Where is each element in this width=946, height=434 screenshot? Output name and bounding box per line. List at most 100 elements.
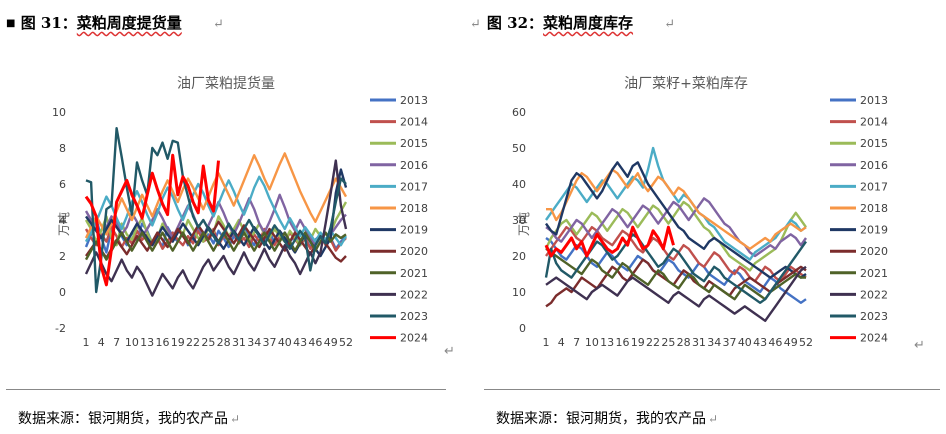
x-tick-label: 40 [278,336,292,349]
series-line-2024 [544,225,675,258]
x-tick-label: 16 [155,336,169,349]
y-tick-label: 40 [512,178,526,191]
legend-label: 2022 [400,288,428,301]
x-tick-label: 7 [113,336,120,349]
legend-label: 2023 [400,310,428,323]
legend-label: 2021 [860,267,888,280]
y-tick-label: 6 [59,178,66,191]
x-tick-label: 25 [661,336,675,349]
paragraph-mark: ↵ [230,412,241,426]
figure-31-title: 菜粕周度提货量 [76,14,182,32]
x-tick-label: 4 [98,336,105,349]
figure-32-caption: ↵ 图 32：菜粕周度库存 ↵ [470,12,675,33]
x-tick-label: 40 [738,336,752,349]
x-tick-label: 49 [784,336,798,349]
bullet-mark: ■ [6,18,16,29]
series-line-2017 [545,146,807,261]
series-line-2022 [84,159,348,297]
series-line-2019 [545,161,807,279]
legend-label: 2020 [400,245,428,258]
series-line-2015 [544,200,807,272]
legend-label: 2013 [860,94,888,107]
chart-title: 油厂菜籽+菜粕库存 [624,76,748,92]
series-line-2021 [84,231,347,261]
legend-label: 2018 [860,202,888,215]
x-tick-label: 28 [217,336,231,349]
x-tick-label: 43 [753,336,767,349]
x-tick-label: 46 [308,336,322,349]
chart-32: 油厂菜籽+菜粕库存 万吨 0 10 20 30 40 50 60 1 4 7 10 13 16 19 22 25 2… [508,38,908,362]
series-line-2021 [545,247,806,301]
legend-label: 2019 [860,224,888,237]
figure-31-number: 图 31： [20,14,77,32]
y-tick-label: 30 [512,214,526,227]
x-tick-label: 16 [615,336,629,349]
x-tick-label: 46 [768,336,782,349]
y-tick-label: 50 [512,142,526,155]
x-tick-label: 52 [339,336,353,349]
x-tick-label: 1 [83,336,90,349]
y-tick-label: 2 [59,250,66,263]
x-tick-label: 19 [631,336,645,349]
y-tick-label: 10 [512,286,526,299]
series-line-2020 [85,220,347,263]
y-tick-label: 10 [52,106,66,119]
x-tick-label: 37 [723,336,737,349]
y-tick-label: 4 [59,214,66,227]
figure-32-rule [484,389,940,390]
series-line-2016 [545,197,807,258]
x-tick-label: 34 [247,336,261,349]
legend-label: 2024 [860,332,888,345]
paragraph-mark: ↵ [444,344,455,359]
legend-label: 2015 [400,137,428,150]
legend-label: 2014 [860,116,888,129]
y-tick-label: 60 [512,106,526,119]
chart-title: 油厂菜粕提货量 [177,75,275,92]
y-axis-label: 万吨 [57,212,71,236]
figure-31-caption: ■ 图 31：菜粕周度提货量 ↵ [6,12,224,33]
series-line-2018 [546,168,807,251]
paragraph-mark: ↵ [664,17,676,32]
y-tick-label: 0 [519,322,526,335]
chart-31: 油厂菜粕提货量 万吨 -2 0 2 4 6 8 10 1 4 7 10 13 16 19 22 25 28 31 34 3… [48,38,448,362]
y-tick-label: 0 [59,286,66,299]
x-tick-label: 4 [558,336,565,349]
x-tick-label: 13 [600,336,614,349]
x-tick-label: 22 [646,336,660,349]
paragraph-mark: ↵ [708,412,719,426]
x-tick-label: 7 [573,336,580,349]
x-tick-label: 25 [201,336,215,349]
legend-label: 2017 [860,180,888,193]
legend-label: 2021 [400,267,428,280]
legend-label: 2016 [860,159,888,172]
series-line-2017 [84,175,348,247]
legend-label: 2022 [860,288,888,301]
figure-31-source: 数据来源：银河期货，我的农产品 ↵ [18,408,240,428]
figure-32-title: 菜粕周度库存 [543,14,634,32]
figure-31-source-text: 数据来源：银河期货，我的农产品 [18,411,228,427]
x-tick-label: 10 [585,336,599,349]
x-tick-label: 19 [171,336,185,349]
legend-label: 2019 [400,224,428,237]
legend-label: 2014 [400,116,428,129]
legend-label: 2024 [400,332,428,345]
x-tick-label: 43 [293,336,307,349]
y-axis-label: 万吨 [517,212,531,236]
series-line-2014 [545,225,807,283]
x-tick-label: 22 [186,336,200,349]
x-tick-label: 49 [324,336,338,349]
legend-label: 2015 [860,137,888,150]
legend-label: 2016 [400,159,428,172]
series-line-2013 [545,237,807,304]
x-tick-label: 52 [799,336,813,349]
y-tick-label: 8 [59,142,66,155]
legend-label: 2020 [860,245,888,258]
x-tick-label: 28 [677,336,691,349]
figure-32-source: 数据来源：银河期货，我的农产品 ↵ [496,408,718,428]
legend-label: 2013 [400,94,428,107]
y-tick-label: -2 [55,322,66,335]
series-line-2022 [545,265,807,322]
series-line-2020 [545,258,807,308]
figure-31-rule [6,389,446,390]
figure-32-source-text: 数据来源：银河期货，我的农产品 [496,411,706,427]
